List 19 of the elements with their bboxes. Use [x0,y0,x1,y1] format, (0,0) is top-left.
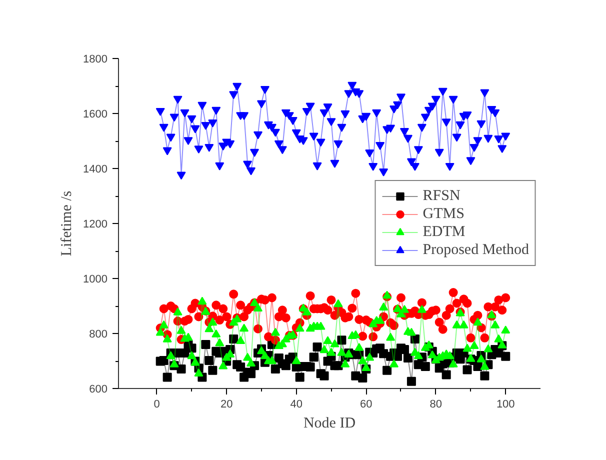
x-tick-label: 20 [220,398,233,410]
y-axis-title: Lifetime /s [59,190,76,256]
x-tick-label: 60 [360,398,372,410]
y-tick-label: 1200 [83,218,108,230]
x-tick-label: 100 [496,398,515,410]
y-tick-label: 600 [89,384,108,396]
x-axis-title: Node ID [303,416,356,432]
y-tick-label: 1600 [83,108,108,120]
x-tick-label: 0 [154,398,160,410]
x-tick-label: 40 [290,398,302,410]
y-tick-label: 1400 [83,164,108,176]
legend-label: EDTM [422,223,466,241]
y-tick-label: 800 [89,328,108,340]
legend-label: GTMS [422,205,464,223]
legend-label: RFSN [422,187,460,205]
y-tick-label: 1800 [83,54,108,66]
legend-label: Proposed Method [422,241,529,259]
x-tick-label: 80 [430,398,442,410]
y-tick-label: 1000 [83,274,108,286]
